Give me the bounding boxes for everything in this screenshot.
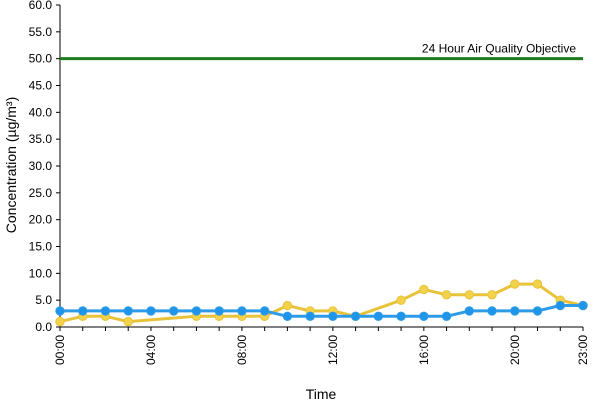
series-1-point — [464, 290, 475, 300]
series-2-point — [55, 306, 65, 316]
x-tick-label: 23:00 — [576, 335, 590, 365]
series-2-point — [214, 306, 224, 316]
series-2-point — [78, 306, 88, 316]
series-1-point — [123, 316, 133, 327]
y-tick-label: 30.0 — [29, 159, 53, 173]
series-2-point — [282, 311, 293, 321]
y-tick-label: 15.0 — [29, 240, 53, 254]
y-tick-label: 5.0 — [35, 293, 52, 307]
y-tick-label: 20.0 — [29, 213, 53, 227]
series-2-point — [100, 306, 111, 316]
series-2-point — [419, 311, 429, 321]
series-2-point — [487, 306, 497, 316]
series-2-point — [123, 306, 133, 316]
series-2-point — [441, 311, 452, 321]
series-2-point — [464, 306, 475, 316]
series-2-point — [328, 311, 338, 321]
y-tick-label: 35.0 — [29, 132, 53, 146]
series-1-point — [55, 316, 65, 327]
series-1-point — [419, 284, 429, 295]
x-tick-label: 12:00 — [326, 335, 340, 365]
series-1-point — [282, 300, 293, 311]
x-tick-label: 00:00 — [53, 335, 67, 365]
series-2-point — [532, 306, 543, 316]
series-2-point — [168, 306, 179, 316]
x-tick-label: 16:00 — [417, 335, 431, 365]
y-axis-title: Concentration (µg/m³) — [3, 97, 19, 233]
series-1-point — [441, 290, 452, 300]
series-2-point — [237, 306, 247, 316]
objective-label: 24 Hour Air Quality Objective — [422, 42, 576, 56]
series-2-point — [373, 311, 384, 321]
series-1-point — [487, 290, 497, 300]
x-axis-title: Time — [306, 386, 337, 400]
x-tick-label: 04:00 — [144, 335, 158, 365]
y-tick-label: 10.0 — [29, 266, 53, 280]
series-2-point — [146, 306, 156, 316]
x-axis: 00:00 04:00 08:00 12:00 16:00 20:00 23:00 — [53, 326, 590, 365]
y-tick-label: 0.0 — [35, 320, 52, 334]
y-tick-label: 60.0 — [29, 0, 53, 12]
y-tick-label: 50.0 — [29, 52, 53, 66]
series-2-point — [259, 306, 270, 316]
y-axis: 0.0 5.0 10.0 15.0 20.0 25.0 30.0 35.0 40.0 45.0 50… — [29, 0, 61, 334]
y-tick-label: 40.0 — [29, 105, 53, 119]
series-2-point — [350, 311, 361, 321]
series-1-point — [510, 279, 520, 289]
series-2-point — [510, 306, 520, 316]
series-1-point — [532, 279, 543, 289]
series-1-point — [396, 295, 406, 305]
x-tick-label: 08:00 — [235, 335, 249, 365]
y-tick-label: 55.0 — [29, 25, 53, 39]
series-group — [55, 279, 588, 327]
series-2-point — [555, 300, 565, 311]
objective-line-group: 24 Hour Air Quality Objective — [60, 42, 583, 61]
y-tick-label: 25.0 — [29, 186, 53, 200]
series-2-point — [578, 300, 588, 311]
series-2-point — [396, 311, 406, 321]
x-tick-label: 20:00 — [508, 335, 522, 365]
y-tick-label: 45.0 — [29, 79, 53, 93]
series-2-point — [305, 311, 315, 321]
series-2-point — [191, 306, 202, 316]
